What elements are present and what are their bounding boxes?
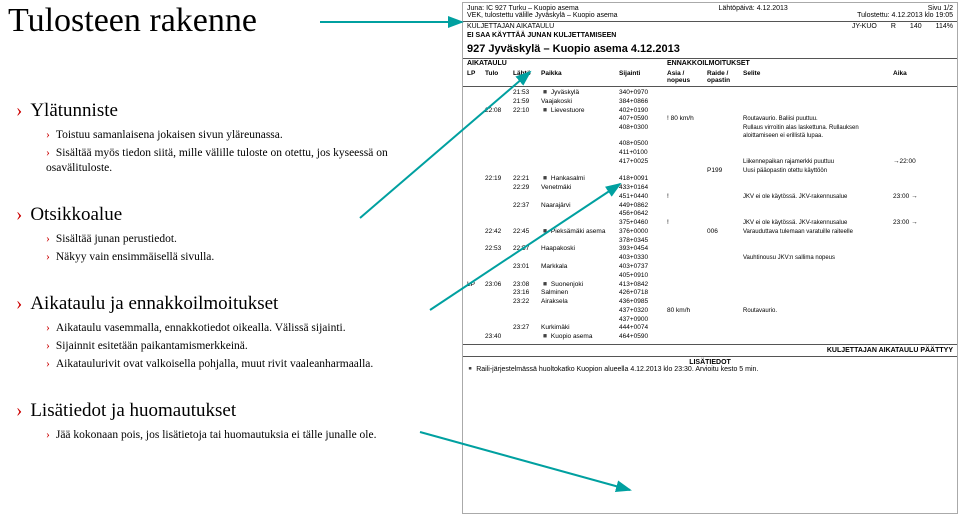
printout-subheader: KULJETTAJAN AIKATAULU JY-KUO R 140 114% [463, 22, 957, 31]
subheader-label: KULJETTAJAN AIKATAULU [467, 23, 554, 30]
header-page: Sivu 1/2 [928, 5, 953, 12]
section-aikataulu: Aikataulu ja ennakkoilmoitukset Aikataul… [8, 293, 438, 372]
section-heading: Ylätunniste [16, 100, 438, 122]
table-row: 456+0642 [467, 210, 953, 219]
bullet-text: Sisältää myös tiedon siitä, mille välill… [46, 146, 438, 176]
table-row: 21:53◾ Jyväskylä340+0970 [467, 89, 953, 98]
col-lahto: Lähtö [513, 70, 541, 84]
header-interval: VEK, tulostettu välille Jyväskylä – Kuop… [467, 12, 618, 19]
table-row: 23:01Markkala403+0737 [467, 263, 953, 272]
lisatiedot-block: LISÄTIEDOT Raili-järjestelmässä huoltoka… [463, 356, 957, 375]
col-aika: Aika [893, 70, 923, 84]
table-row: 451+0440!JKV ei ole käytössä. JKV-rakenn… [467, 193, 953, 202]
table-row: 408+0300Rullaus virroitin alas laskettun… [467, 124, 953, 140]
table-row: 23:16Salminen426+0718 [467, 289, 953, 298]
printout-footer: KULJETTAJAN AIKATAULU PÄÄTTYY [463, 344, 957, 356]
col-sijainti: Sijainti [619, 70, 667, 84]
table-row: 403+0330Vauhtinousu JKV:n sallima nopeus [467, 254, 953, 263]
header-depart-date: Lähtöpäivä: 4.12.2013 [719, 5, 788, 12]
table-row: 408+0500 [467, 140, 953, 149]
section-lisatiedot: Lisätiedot ja huomautukset Jää kokonaan … [8, 400, 438, 443]
section-heading: Otsikkoalue [16, 204, 438, 226]
section-ylatunniste: Ylätunniste Toistuu samanlaisena jokaise… [8, 100, 438, 176]
table-row: 22:1922:21◾ Hankasalmi418+0091 [467, 175, 953, 184]
left-content: Ylätunniste Toistuu samanlaisena jokaise… [8, 100, 438, 470]
table-row: 375+0460!JKV ei ole käytössä. JKV-rakenn… [467, 219, 953, 228]
col-selite: Selite [743, 70, 893, 84]
slide-title: Tulosteen rakenne [8, 2, 257, 40]
printout-document: Juna: IC 927 Turku – Kuopio asema Lähtöp… [462, 2, 958, 514]
table-body: 21:53◾ Jyväskylä340+097021:59Vaajakoski3… [463, 87, 957, 344]
header-train: Juna: IC 927 Turku – Kuopio asema [467, 5, 579, 12]
bullet-text: Sijainnit esitetään paikantamismerkkeinä… [46, 339, 438, 354]
table-row: 405+0910 [467, 272, 953, 281]
printout-header: Juna: IC 927 Turku – Kuopio asema Lähtöp… [463, 3, 957, 22]
col-raide: Raide / opastin [707, 70, 743, 84]
table-row: 22:37Naarajärvi449+0862 [467, 202, 953, 211]
table-row: 437+0900 [467, 316, 953, 325]
col-group-ennakko: ENNAKKOILMOITUKSET [667, 60, 750, 67]
table-row: 21:59Vaajakoski384+0866 [467, 98, 953, 107]
column-headers: LP Tulo Lähtö Paikka Sijainti Asia / nop… [463, 68, 957, 87]
bullet-text: Aikataulu vasemmalla, ennakkotiedot oike… [46, 321, 438, 336]
group-headers: AIKATAULU ENNAKKOILMOITUKSET [463, 59, 957, 68]
table-row: 23:27Kurkimäki444+0074 [467, 324, 953, 333]
table-row: 22:5322:57Haapakoski393+0454 [467, 245, 953, 254]
table-row: 22:0822:10◾ Lievestuore402+0190 [467, 107, 953, 116]
direction-code: R [891, 23, 896, 30]
table-row: 417+0025Liikennepaikan rajamerkki puuttu… [467, 158, 953, 167]
lisatiedot-heading: LISÄTIEDOT [467, 359, 953, 366]
bullet-text: Toistuu samanlaisena jokaisen sivun ylär… [46, 128, 438, 143]
lisatiedot-item: Raili-järjestelmässä huoltokatko Kuopion… [467, 366, 953, 373]
table-row: 22:29Venetmäki433+0164 [467, 184, 953, 193]
table-row: 437+032080 km/hRoutavaurio. [467, 307, 953, 316]
table-row: 23:22Airaksela436+0985 [467, 298, 953, 307]
section-otsikkoalue: Otsikkoalue Sisältää junan perustiedot. … [8, 204, 438, 265]
percent-value: 114% [936, 23, 953, 30]
bullet-text: Aikataulurivit ovat valkoisella pohjalla… [46, 357, 438, 372]
speed-value: 140 [910, 23, 922, 30]
bullet-text: Sisältää junan perustiedot. [46, 232, 438, 247]
warning-line: EI SAA KÄYTTÄÄ JUNAN KULJETTAMISEEN [463, 31, 957, 40]
table-row: P199Uusi pääopastin otettu käyttöön [467, 167, 953, 176]
bullet-text: Näkyy vain ensimmäisellä sivulla. [46, 250, 438, 265]
printout-title: 927 Jyväskylä – Kuopio asema 4.12.2013 [463, 40, 957, 59]
col-lp: LP [467, 70, 485, 84]
section-heading: Lisätiedot ja huomautukset [16, 400, 438, 422]
col-asia: Asia / nopeus [667, 70, 707, 84]
table-row: 411+0100 [467, 149, 953, 158]
table-row: 23:40◾ Kuopio asema464+0590 [467, 333, 953, 342]
col-paikka: Paikka [541, 70, 619, 84]
route-code: JY-KUO [852, 23, 877, 30]
bullet-text: Jää kokonaan pois, jos lisätietoja tai h… [46, 428, 438, 443]
table-row: 378+0345 [467, 237, 953, 246]
col-tulo: Tulo [485, 70, 513, 84]
table-row: LP23:0623:08◾ Suonenjoki413+0842 [467, 281, 953, 290]
col-group-aikataulu: AIKATAULU [467, 60, 667, 67]
header-printed: Tulostettu: 4.12.2013 klo 19:05 [857, 12, 953, 19]
section-heading: Aikataulu ja ennakkoilmoitukset [16, 293, 438, 315]
table-row: 407+0590! 80 km/hRoutavaurio. Baliisi pu… [467, 115, 953, 124]
table-row: 22:4222:45◾ Pieksämäki asema376+0000006V… [467, 228, 953, 237]
